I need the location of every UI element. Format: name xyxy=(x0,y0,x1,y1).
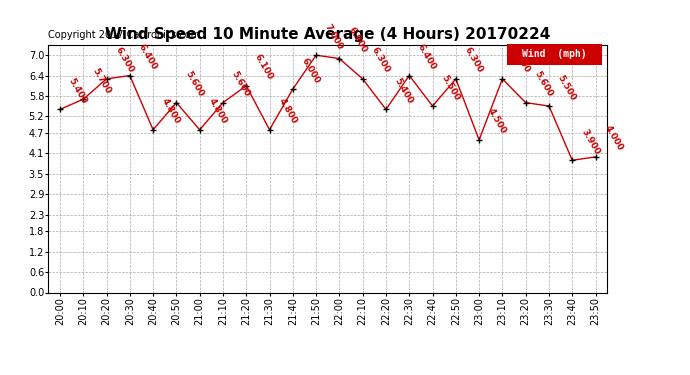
Text: 4.500: 4.500 xyxy=(486,107,508,136)
Text: 6.300: 6.300 xyxy=(509,46,531,75)
Text: 4.000: 4.000 xyxy=(602,124,624,153)
Text: 5.400: 5.400 xyxy=(67,76,89,105)
Text: 6.100: 6.100 xyxy=(253,53,275,81)
Text: 5.700: 5.700 xyxy=(90,66,112,95)
Title: Wind Speed 10 Minute Average (4 Hours) 20170224: Wind Speed 10 Minute Average (4 Hours) 2… xyxy=(105,27,551,42)
Text: 4.800: 4.800 xyxy=(277,97,298,126)
Text: 5.600: 5.600 xyxy=(533,70,555,99)
Text: 3.900: 3.900 xyxy=(579,127,601,156)
Text: 4.800: 4.800 xyxy=(206,97,228,126)
Text: 4.800: 4.800 xyxy=(160,97,182,126)
Text: 5.500: 5.500 xyxy=(440,73,462,102)
Text: 6.000: 6.000 xyxy=(299,56,322,85)
Text: 6.300: 6.300 xyxy=(370,46,391,75)
Text: 7.000: 7.000 xyxy=(323,22,345,51)
Text: Copyright 2017 Cartronics.com: Copyright 2017 Cartronics.com xyxy=(48,30,200,40)
Text: 6.400: 6.400 xyxy=(416,42,438,71)
Text: 5.600: 5.600 xyxy=(184,70,205,99)
Text: 6.300: 6.300 xyxy=(113,46,135,75)
Text: 6.300: 6.300 xyxy=(463,46,484,75)
Text: 5.500: 5.500 xyxy=(556,73,578,102)
Text: 5.600: 5.600 xyxy=(230,70,252,99)
Text: 6.900: 6.900 xyxy=(346,26,368,54)
Text: 6.400: 6.400 xyxy=(137,42,159,71)
Text: 5.400: 5.400 xyxy=(393,76,415,105)
